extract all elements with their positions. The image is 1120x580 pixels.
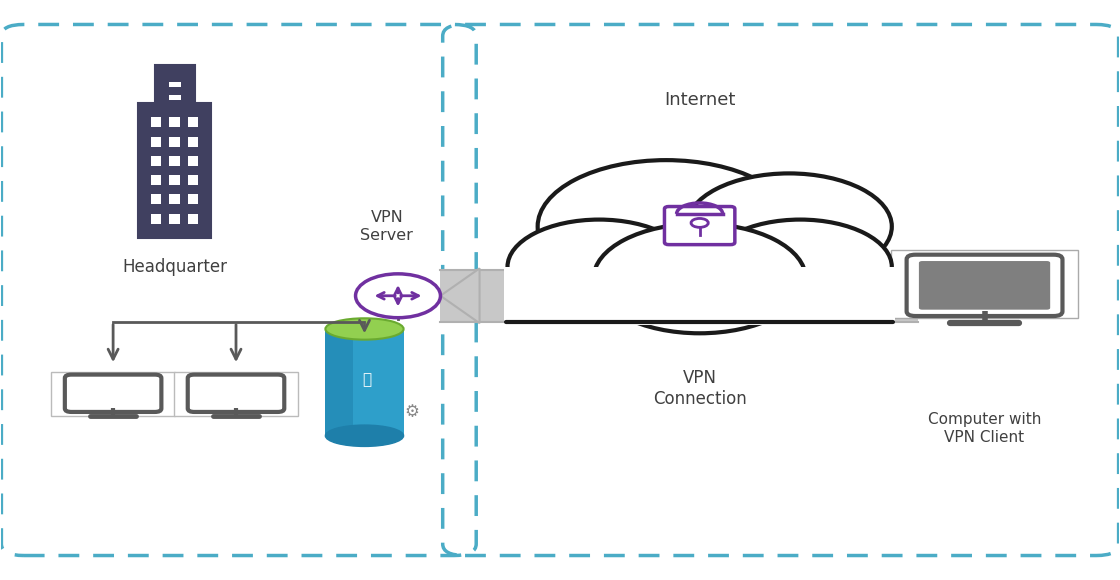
Bar xyxy=(504,267,895,325)
Circle shape xyxy=(538,160,794,293)
Bar xyxy=(326,329,403,436)
Bar xyxy=(440,270,917,322)
Bar xyxy=(188,175,198,185)
Bar xyxy=(155,65,195,103)
Bar xyxy=(151,117,161,127)
Bar xyxy=(169,156,179,166)
Circle shape xyxy=(709,220,892,314)
Ellipse shape xyxy=(326,318,403,340)
Bar xyxy=(169,95,180,100)
Text: VPN
Connection: VPN Connection xyxy=(653,369,747,408)
Text: ⚙: ⚙ xyxy=(404,403,419,421)
FancyBboxPatch shape xyxy=(906,255,1063,316)
Bar xyxy=(50,372,176,416)
Bar xyxy=(151,137,161,147)
Bar xyxy=(188,156,198,166)
Circle shape xyxy=(691,219,708,227)
Text: 🐘: 🐘 xyxy=(362,372,372,387)
Circle shape xyxy=(594,224,805,333)
Bar xyxy=(188,194,198,204)
Bar xyxy=(169,175,179,185)
Bar xyxy=(188,137,198,147)
FancyArrow shape xyxy=(440,269,479,323)
Bar xyxy=(151,214,161,224)
Text: VPN
Server: VPN Server xyxy=(361,211,413,242)
Circle shape xyxy=(507,220,691,314)
Circle shape xyxy=(355,274,440,318)
Text: Headquarter: Headquarter xyxy=(122,258,227,276)
Bar xyxy=(151,156,161,166)
Bar xyxy=(151,194,161,204)
Bar xyxy=(188,214,198,224)
FancyBboxPatch shape xyxy=(188,375,284,412)
FancyBboxPatch shape xyxy=(664,206,735,245)
FancyBboxPatch shape xyxy=(65,375,161,412)
Bar xyxy=(151,175,161,185)
Bar xyxy=(169,82,180,87)
Bar xyxy=(169,117,179,127)
Bar xyxy=(169,214,179,224)
Bar xyxy=(169,194,179,204)
Ellipse shape xyxy=(326,425,403,447)
Circle shape xyxy=(687,173,892,280)
Bar xyxy=(892,250,1077,318)
Bar xyxy=(174,372,298,416)
Bar xyxy=(138,103,211,238)
Text: Computer with
VPN Client: Computer with VPN Client xyxy=(927,412,1042,445)
Bar xyxy=(326,329,353,436)
Text: Internet: Internet xyxy=(664,90,736,108)
Bar xyxy=(188,117,198,127)
FancyBboxPatch shape xyxy=(918,261,1051,310)
Bar xyxy=(169,137,179,147)
